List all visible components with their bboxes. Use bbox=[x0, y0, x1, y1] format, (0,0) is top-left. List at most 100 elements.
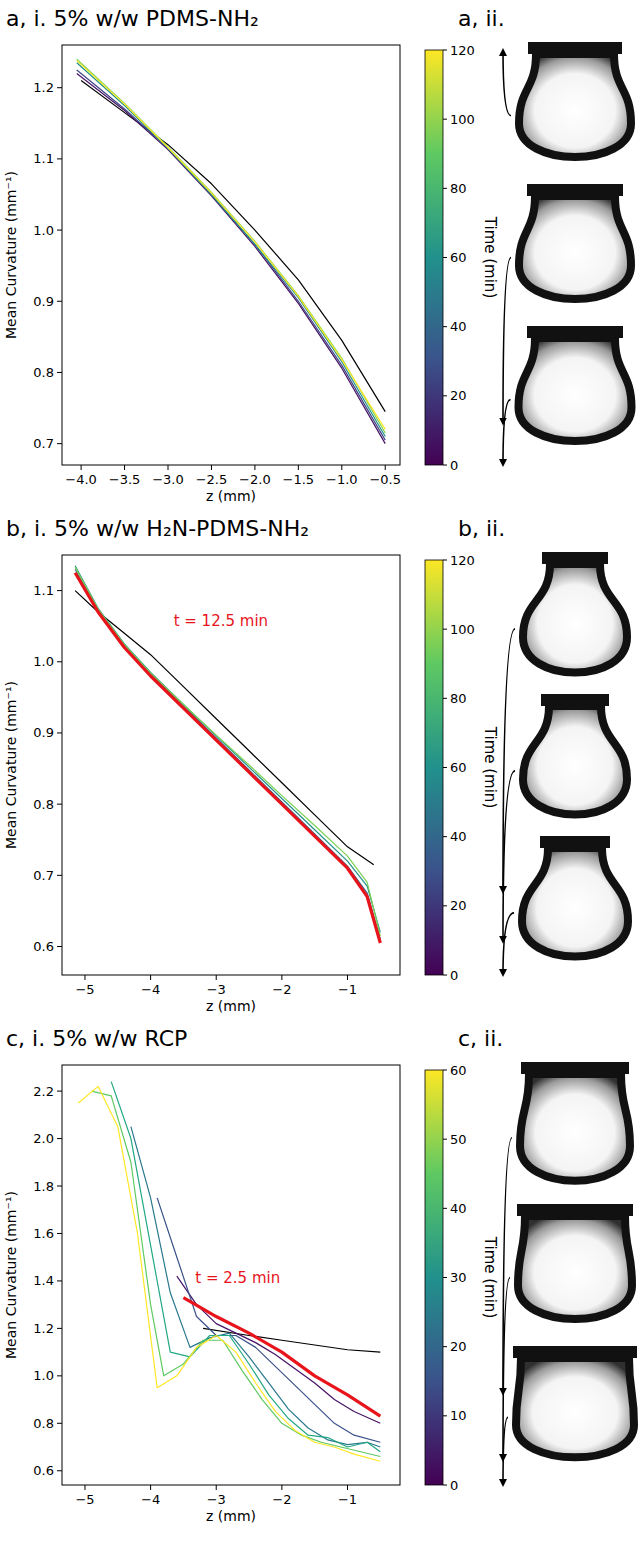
y-tick-label: 0.9 bbox=[33, 725, 54, 740]
x-axis-title: z (mm) bbox=[206, 998, 256, 1014]
y-tick bbox=[57, 1470, 62, 1471]
colorbar-tick-label: 10 bbox=[450, 1408, 467, 1423]
curve bbox=[92, 1091, 381, 1456]
colorbar-tick-label: 40 bbox=[450, 1201, 467, 1216]
plot-background bbox=[62, 1065, 400, 1485]
lines bbox=[78, 1082, 380, 1462]
y-tick bbox=[57, 590, 62, 591]
curve bbox=[77, 61, 385, 430]
colorbar-tick bbox=[443, 1277, 447, 1278]
colorbar-tick-label: 60 bbox=[450, 250, 467, 265]
colorbar-tick bbox=[443, 767, 447, 768]
y-tick-label: 0.6 bbox=[33, 939, 54, 954]
annotation: t = 2.5 min bbox=[195, 1269, 280, 1287]
y-tick bbox=[57, 1091, 62, 1092]
colorbar-tick bbox=[443, 1415, 447, 1416]
colorbar-tick-label: 80 bbox=[450, 691, 467, 706]
arrow bbox=[503, 400, 511, 465]
droplet bbox=[519, 196, 631, 299]
colorbar-tick bbox=[443, 326, 447, 327]
panel-title: c, ii. bbox=[458, 1026, 503, 1051]
arrow bbox=[503, 1417, 508, 1485]
y-tick-label: 2.0 bbox=[33, 1131, 54, 1146]
curve bbox=[157, 1198, 380, 1442]
x-tick-label: −3 bbox=[207, 1492, 226, 1507]
x-tick-label: −2 bbox=[272, 1492, 291, 1507]
panel-title: c, i. 5% w/w RCP bbox=[6, 1026, 187, 1051]
droplet bbox=[523, 706, 627, 815]
colorbar-tick bbox=[443, 1208, 447, 1209]
colorbar-tick-label: 0 bbox=[450, 968, 458, 983]
y-tick-label: 1.2 bbox=[33, 80, 54, 95]
colorbar-tick bbox=[443, 395, 447, 396]
x-tick-label: −2.0 bbox=[239, 472, 271, 487]
x-tick-label: −4 bbox=[141, 982, 160, 997]
x-axis-title: z (mm) bbox=[206, 488, 256, 504]
colorbar-tick bbox=[443, 1485, 447, 1486]
colorbar-tick-label: 120 bbox=[450, 43, 475, 58]
colorbar-tick bbox=[443, 188, 447, 189]
arrow bbox=[503, 913, 514, 975]
x-tick-label: −4.0 bbox=[65, 472, 97, 487]
x-tick bbox=[281, 975, 282, 980]
y-tick-label: 1.1 bbox=[33, 151, 54, 166]
colorbar-title: Time (min) bbox=[481, 1236, 499, 1318]
colorbar-tick bbox=[443, 698, 447, 699]
y-tick bbox=[57, 443, 62, 444]
colorbar-title: Time (min) bbox=[481, 216, 499, 298]
colorbar-tick-label: 80 bbox=[450, 181, 467, 196]
plot-background bbox=[62, 555, 400, 975]
y-tick-label: 0.9 bbox=[33, 294, 54, 309]
x-tick bbox=[341, 465, 342, 470]
colorbar-tick bbox=[443, 836, 447, 837]
colorbar-tick-label: 20 bbox=[450, 388, 467, 403]
x-tick-label: −1 bbox=[338, 1492, 357, 1507]
curve bbox=[75, 573, 380, 943]
curve bbox=[75, 591, 374, 865]
droplet bbox=[522, 848, 628, 957]
y-tick-label: 1.0 bbox=[33, 1368, 54, 1383]
y-tick-label: 1.0 bbox=[33, 654, 54, 669]
colorbar-tick-label: 100 bbox=[450, 112, 475, 127]
colorbar-tick-label: 0 bbox=[450, 458, 458, 473]
panel-title: b, ii. bbox=[458, 516, 505, 541]
droplet bbox=[518, 1216, 632, 1319]
x-tick bbox=[81, 465, 82, 470]
curve bbox=[75, 569, 380, 939]
colorbar-tick-label: 30 bbox=[450, 1270, 467, 1285]
x-tick bbox=[84, 975, 85, 980]
panel: c, i. 5% w/w RCPc, ii.−5−4−3−2−10.60.81.… bbox=[3, 1026, 637, 1524]
y-tick bbox=[57, 946, 62, 947]
y-tick bbox=[57, 875, 62, 876]
y-tick bbox=[57, 804, 62, 805]
y-tick bbox=[57, 661, 62, 662]
figure: a, i. 5% w/w PDMS-NH₂a, ii.−4.0−3.5−3.0−… bbox=[0, 0, 642, 1545]
curve bbox=[77, 59, 385, 433]
y-axis-title: Mean Curvature (mm⁻¹) bbox=[3, 171, 19, 339]
x-tick-label: −1.0 bbox=[326, 472, 358, 487]
y-tick bbox=[57, 1423, 62, 1424]
colorbar-tick bbox=[443, 119, 447, 120]
droplet bbox=[520, 1074, 630, 1181]
x-tick bbox=[216, 975, 217, 980]
x-tick bbox=[211, 465, 212, 470]
droplet bbox=[523, 564, 627, 673]
y-tick bbox=[57, 1280, 62, 1281]
droplet bbox=[519, 54, 631, 157]
y-tick bbox=[57, 732, 62, 733]
colorbar-tick bbox=[443, 257, 447, 258]
panel-title: a, ii. bbox=[458, 6, 505, 31]
plot-frame bbox=[62, 555, 400, 975]
x-tick bbox=[281, 1485, 282, 1490]
y-tick-label: 0.8 bbox=[33, 1416, 54, 1431]
y-tick bbox=[57, 1138, 62, 1139]
y-tick bbox=[57, 1328, 62, 1329]
x-tick-label: −3.0 bbox=[152, 472, 184, 487]
y-tick-label: 0.8 bbox=[33, 797, 54, 812]
colorbar-tick-label: 40 bbox=[450, 829, 467, 844]
x-tick bbox=[298, 465, 299, 470]
plot-frame bbox=[62, 45, 400, 465]
y-tick bbox=[57, 372, 62, 373]
y-tick-label: 1.8 bbox=[33, 1179, 54, 1194]
curve bbox=[78, 1086, 380, 1461]
